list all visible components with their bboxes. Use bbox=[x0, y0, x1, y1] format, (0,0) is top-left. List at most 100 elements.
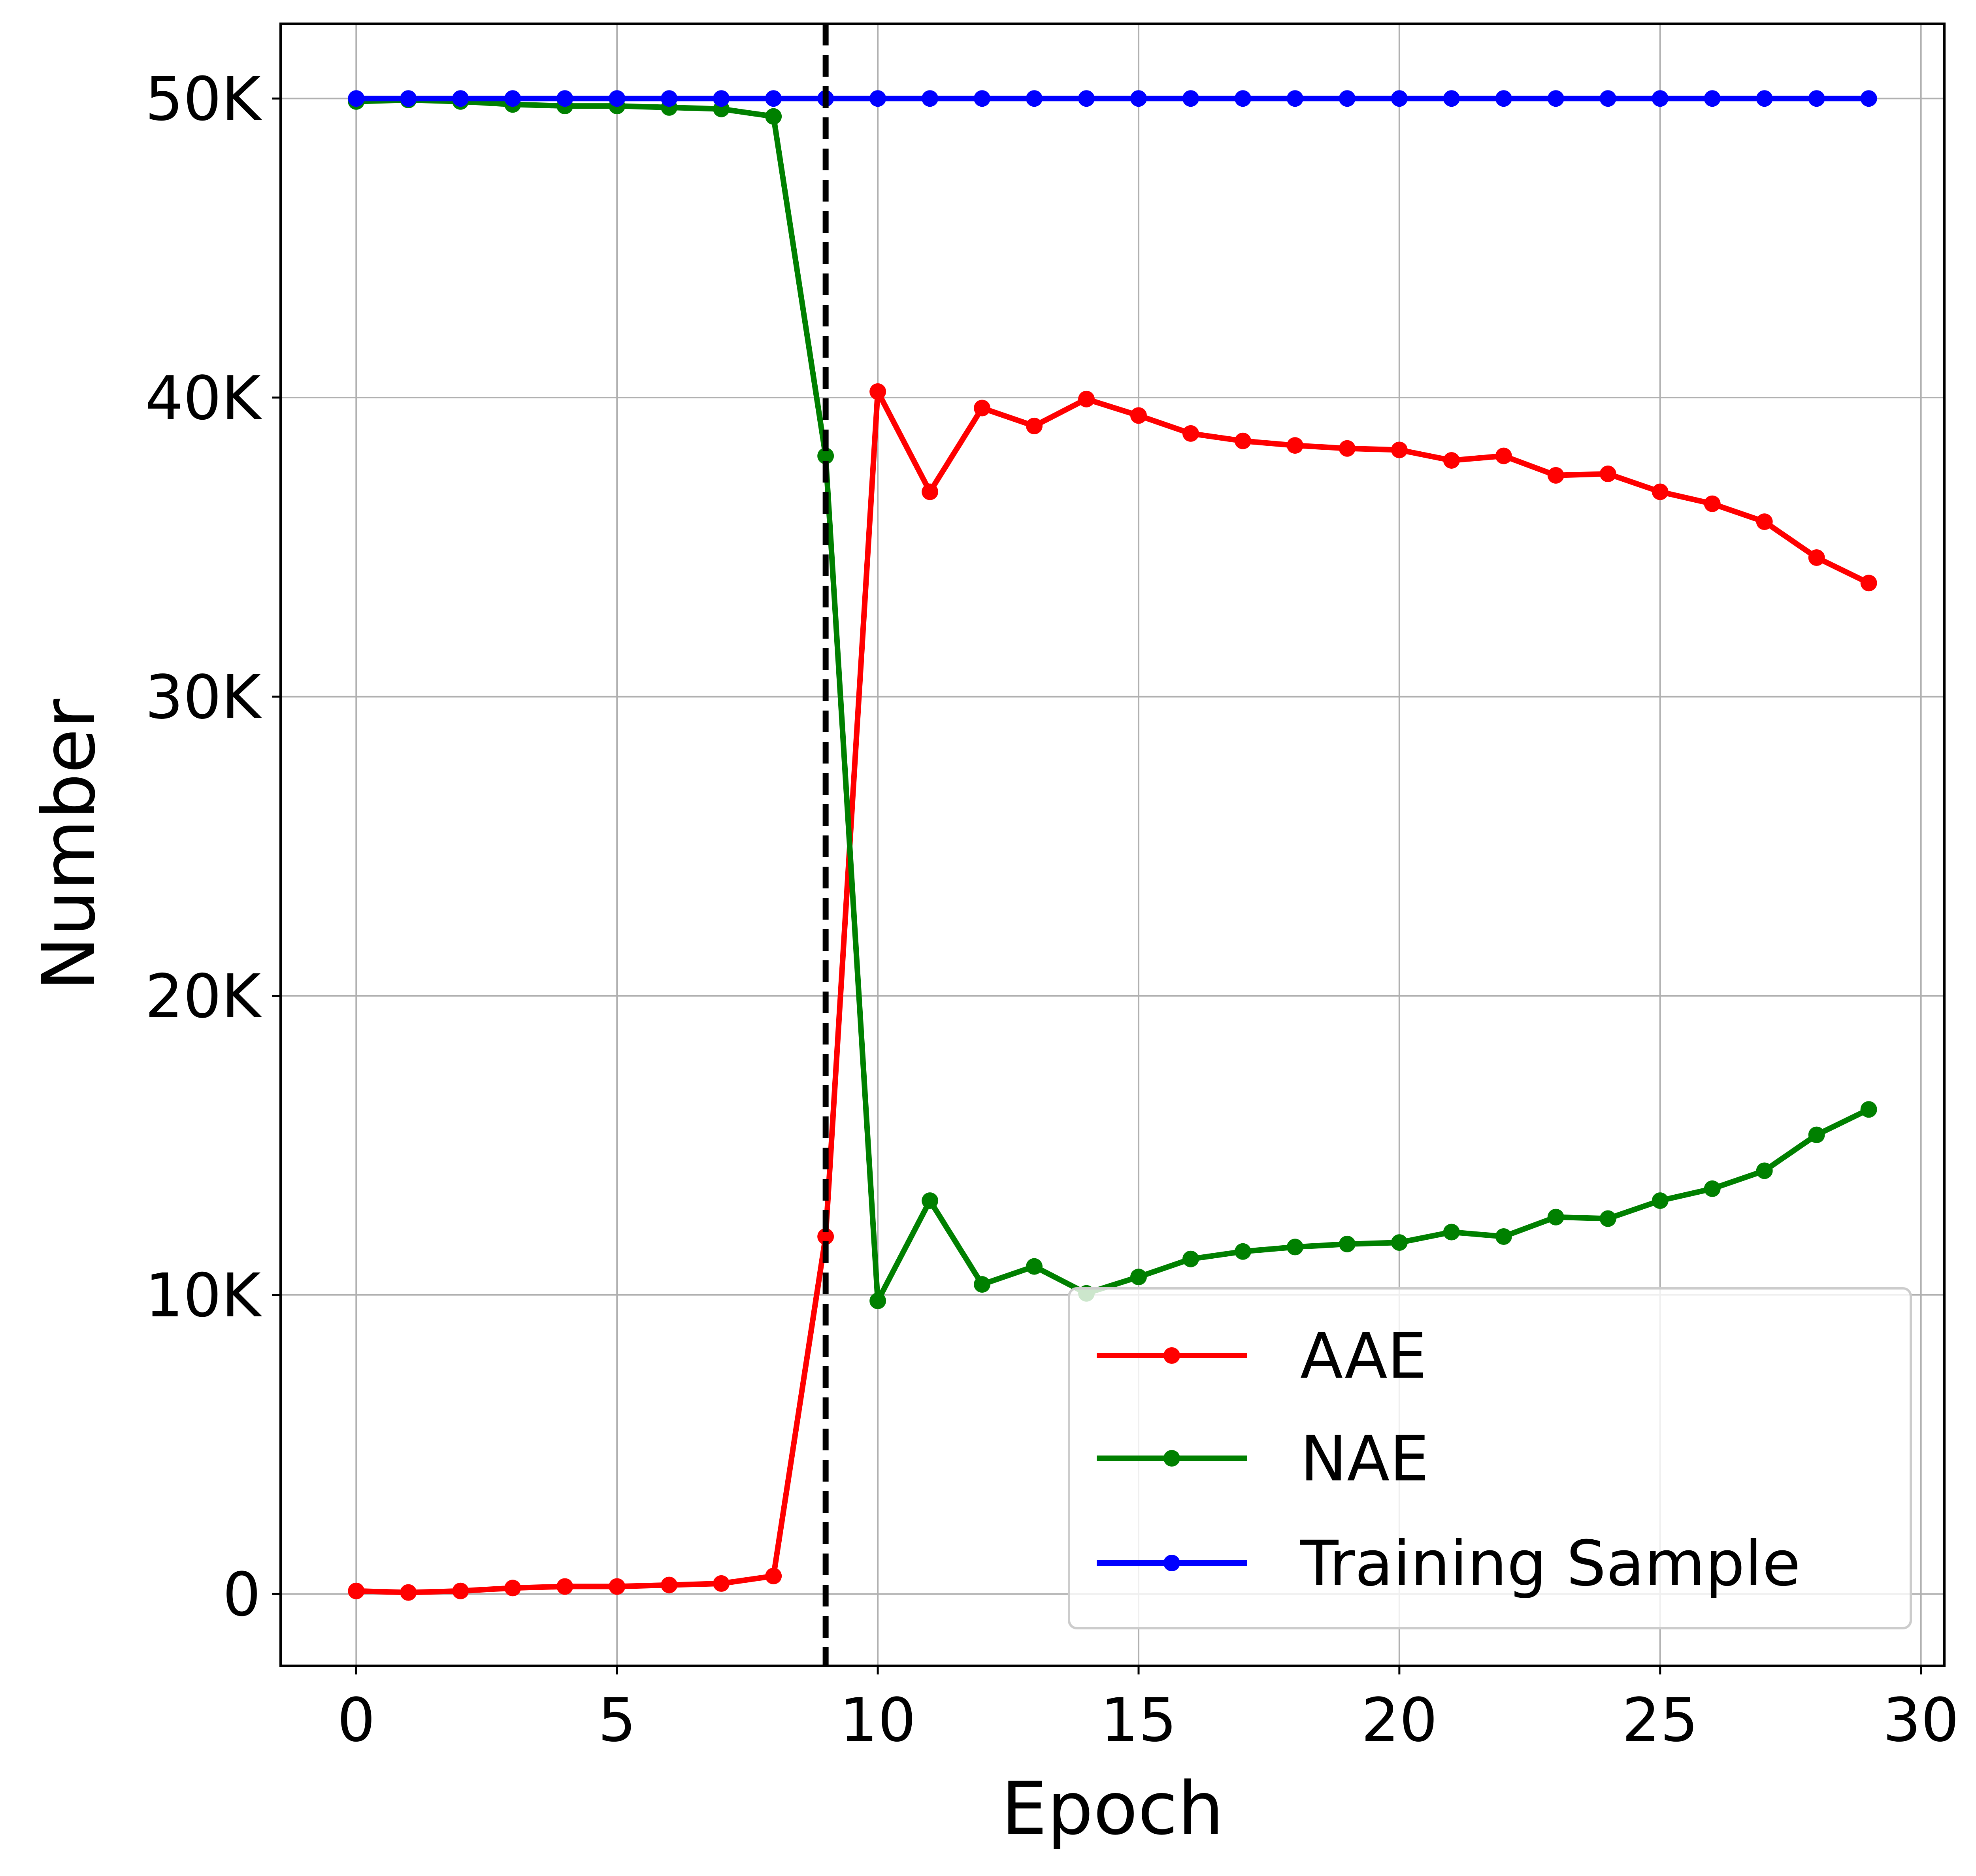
grid bbox=[281, 24, 1944, 1666]
data-point-nae-25 bbox=[1652, 1192, 1669, 1209]
legend: AAE NAE Training Sample bbox=[1068, 1287, 1912, 1629]
y-tick-label-10000: 10K bbox=[145, 1261, 262, 1331]
data-point-training-sample-17 bbox=[1234, 90, 1251, 107]
data-point-aae-24 bbox=[1599, 466, 1616, 483]
data-point-aae-26 bbox=[1704, 495, 1721, 512]
data-point-nae-21 bbox=[1443, 1224, 1460, 1241]
series-line-nae bbox=[353, 97, 1872, 1304]
data-point-training-sample-29 bbox=[1860, 90, 1877, 107]
data-point-aae-21 bbox=[1443, 452, 1460, 469]
data-point-nae-8 bbox=[765, 108, 782, 125]
data-point-training-sample-4 bbox=[556, 90, 573, 107]
data-point-aae-5 bbox=[609, 1578, 626, 1595]
data-point-training-sample-14 bbox=[1078, 90, 1095, 107]
data-point-training-sample-13 bbox=[1026, 90, 1043, 107]
data-point-aae-7 bbox=[713, 1575, 730, 1592]
data-point-nae-23 bbox=[1547, 1209, 1564, 1226]
data-point-aae-2 bbox=[452, 1582, 469, 1599]
data-point-nae-26 bbox=[1704, 1180, 1721, 1197]
data-point-aae-27 bbox=[1756, 513, 1773, 530]
legend-marker-training-sample bbox=[1163, 1555, 1180, 1571]
data-point-training-sample-10 bbox=[869, 90, 886, 107]
data-point-aae-16 bbox=[1182, 425, 1199, 442]
data-point-training-sample-1 bbox=[400, 90, 417, 107]
legend-marker-aae bbox=[1163, 1347, 1180, 1364]
data-point-aae-22 bbox=[1495, 447, 1512, 464]
data-point-training-sample-18 bbox=[1286, 90, 1303, 107]
data-point-training-sample-24 bbox=[1599, 90, 1616, 107]
data-point-nae-18 bbox=[1286, 1239, 1303, 1256]
data-point-nae-10 bbox=[869, 1292, 886, 1309]
data-point-nae-29 bbox=[1860, 1101, 1877, 1118]
data-point-training-sample-25 bbox=[1652, 90, 1669, 107]
data-point-training-sample-11 bbox=[922, 90, 939, 107]
data-point-training-sample-23 bbox=[1547, 90, 1564, 107]
x-tick-label-10: 10 bbox=[839, 1685, 916, 1755]
data-point-aae-18 bbox=[1286, 437, 1303, 454]
x-tick-label-0: 0 bbox=[337, 1685, 375, 1755]
data-point-aae-3 bbox=[504, 1580, 521, 1597]
data-point-nae-28 bbox=[1808, 1126, 1825, 1143]
data-point-aae-12 bbox=[974, 400, 991, 417]
data-point-aae-6 bbox=[661, 1576, 678, 1593]
data-point-training-sample-15 bbox=[1130, 90, 1147, 107]
data-point-aae-28 bbox=[1808, 549, 1825, 566]
data-point-nae-27 bbox=[1756, 1162, 1773, 1179]
data-point-aae-14 bbox=[1078, 390, 1095, 407]
legend-marker-nae bbox=[1163, 1450, 1180, 1467]
data-point-nae-17 bbox=[1234, 1243, 1251, 1260]
y-tick-label-40000: 40K bbox=[145, 363, 262, 433]
y-tick-label-30000: 30K bbox=[145, 662, 262, 732]
data-point-training-sample-5 bbox=[609, 90, 626, 107]
y-axis-title: Number bbox=[27, 699, 111, 991]
data-point-training-sample-7 bbox=[713, 90, 730, 107]
plot-frame bbox=[279, 23, 1946, 1667]
y-tick-label-20000: 20K bbox=[145, 962, 262, 1031]
data-point-aae-13 bbox=[1026, 417, 1043, 434]
data-point-training-sample-20 bbox=[1391, 90, 1408, 107]
x-tick-label-30: 30 bbox=[1883, 1685, 1959, 1755]
data-point-nae-22 bbox=[1495, 1228, 1512, 1245]
data-point-training-sample-3 bbox=[504, 90, 521, 107]
data-point-training-sample-22 bbox=[1495, 90, 1512, 107]
data-point-aae-4 bbox=[556, 1578, 573, 1595]
data-point-nae-11 bbox=[922, 1192, 939, 1209]
series-layer bbox=[348, 90, 1877, 1601]
data-point-aae-11 bbox=[922, 483, 939, 500]
data-point-aae-19 bbox=[1339, 440, 1356, 457]
data-point-aae-15 bbox=[1130, 407, 1147, 424]
data-point-training-sample-6 bbox=[661, 90, 678, 107]
legend-label-training-sample: Training Sample bbox=[1300, 1527, 1801, 1600]
data-point-nae-15 bbox=[1130, 1269, 1147, 1286]
x-tick-label-5: 5 bbox=[598, 1685, 636, 1755]
data-point-aae-10 bbox=[869, 383, 886, 400]
x-tick-label-25: 25 bbox=[1622, 1685, 1698, 1755]
data-point-aae-25 bbox=[1652, 483, 1669, 500]
data-point-training-sample-26 bbox=[1704, 90, 1721, 107]
data-point-training-sample-16 bbox=[1182, 90, 1199, 107]
data-point-aae-8 bbox=[765, 1567, 782, 1584]
data-point-aae-9 bbox=[817, 1228, 834, 1245]
data-point-aae-0 bbox=[348, 1582, 365, 1599]
x-tick-label-20: 20 bbox=[1361, 1685, 1437, 1755]
data-point-training-sample-2 bbox=[452, 90, 469, 107]
axis-ticks: 0 5 10 15 20 25 30 0 10K 20K 30K 40K 50K bbox=[145, 64, 1959, 1755]
data-point-nae-19 bbox=[1339, 1235, 1356, 1252]
data-point-training-sample-27 bbox=[1756, 90, 1773, 107]
data-point-nae-16 bbox=[1182, 1250, 1199, 1267]
data-point-training-sample-28 bbox=[1808, 90, 1825, 107]
x-axis-title: Epoch bbox=[1001, 1767, 1224, 1851]
data-point-training-sample-19 bbox=[1339, 90, 1356, 107]
data-point-nae-9 bbox=[817, 447, 834, 464]
series-line-aae bbox=[353, 388, 1872, 1595]
data-point-nae-12 bbox=[974, 1276, 991, 1293]
data-point-training-sample-0 bbox=[348, 90, 365, 107]
legend-box bbox=[1068, 1287, 1912, 1629]
data-point-training-sample-21 bbox=[1443, 90, 1460, 107]
data-point-training-sample-12 bbox=[974, 90, 991, 107]
data-point-aae-17 bbox=[1234, 432, 1251, 449]
data-point-nae-24 bbox=[1599, 1210, 1616, 1227]
data-point-aae-29 bbox=[1860, 575, 1877, 592]
